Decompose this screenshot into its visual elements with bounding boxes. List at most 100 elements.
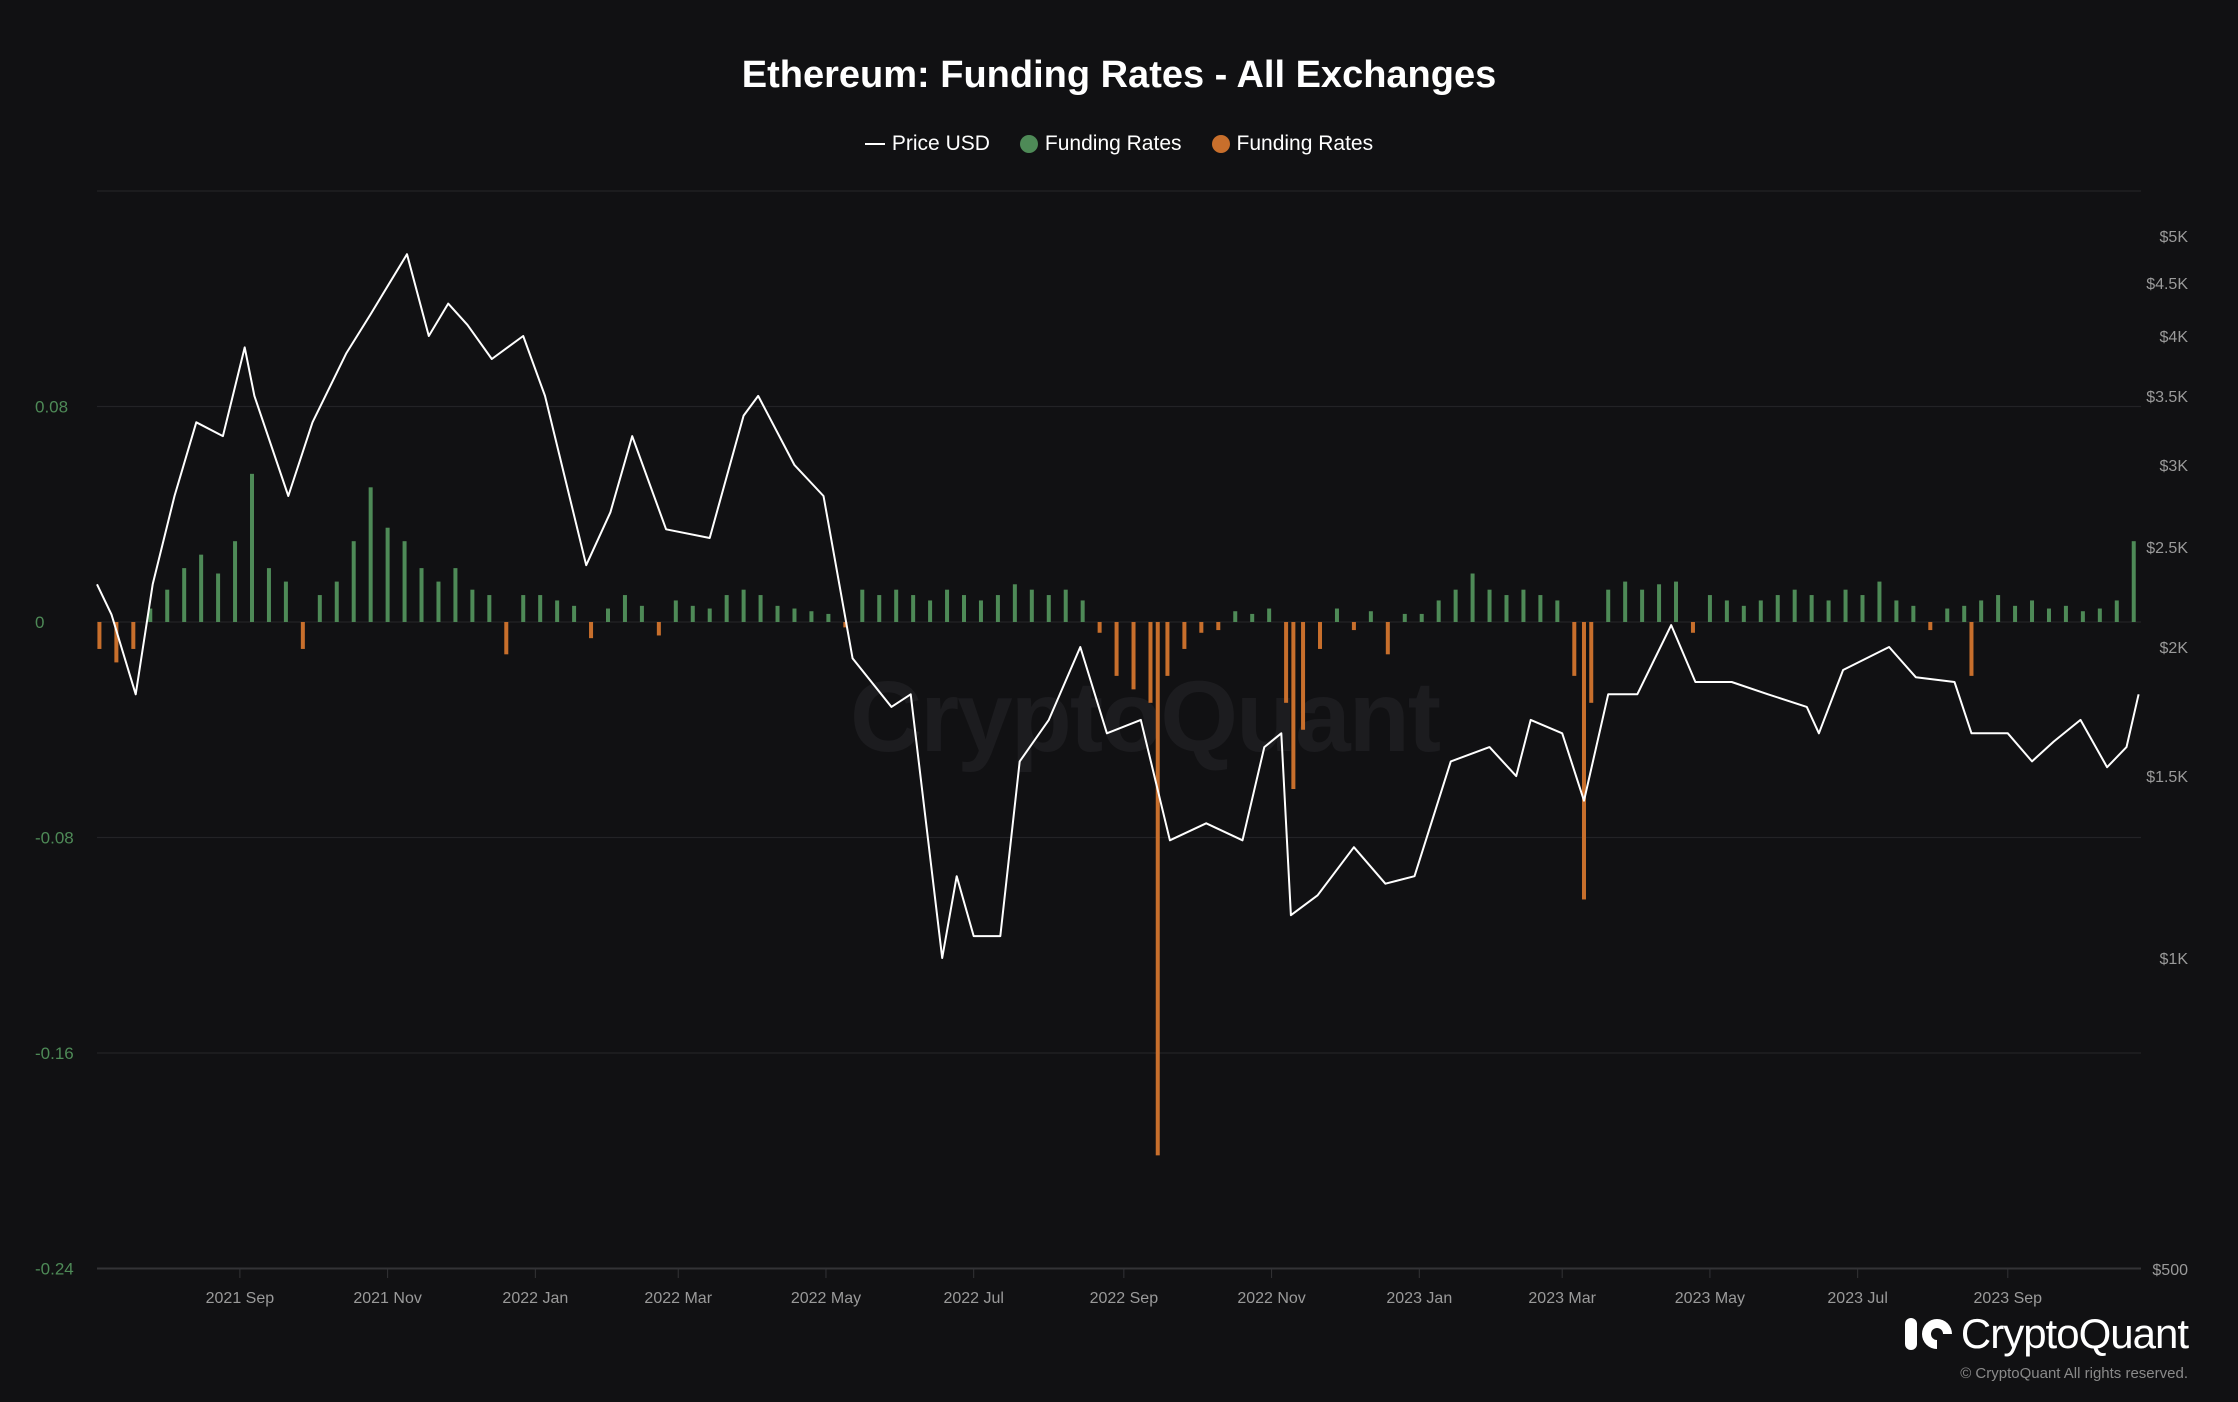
- funding-bar-negative: [131, 622, 136, 649]
- funding-bar-positive: [165, 589, 170, 622]
- funding-bar-positive: [1758, 600, 1763, 622]
- funding-bar-positive: [1267, 608, 1272, 622]
- funding-bar-positive: [2114, 600, 2119, 622]
- funding-bar-positive: [1334, 608, 1339, 622]
- funding-bar-positive: [233, 541, 238, 622]
- funding-bar-positive: [724, 595, 729, 622]
- funding-bar-positive: [1419, 613, 1424, 622]
- left-tick-label: 0: [35, 613, 44, 632]
- funding-bar-positive: [572, 605, 577, 622]
- funding-bar-positive: [2030, 600, 2035, 622]
- funding-bar-positive: [1368, 611, 1373, 622]
- funding-bar-negative: [1114, 622, 1119, 676]
- right-tick-label: $4K: [2160, 329, 2189, 346]
- funding-bar-positive: [1657, 584, 1662, 622]
- legend-item-funding-negative[interactable]: Funding Rates: [1211, 132, 1374, 156]
- logo-text: CryptoQuant: [1960, 1310, 2189, 1357]
- right-tick-label: $2.5K: [2146, 540, 2188, 557]
- funding-bar-positive: [1894, 600, 1899, 622]
- funding-bar-positive: [1724, 600, 1729, 622]
- funding-bar-positive: [385, 527, 390, 622]
- funding-bar-positive: [2131, 541, 2136, 622]
- funding-bar-positive: [1640, 589, 1645, 622]
- funding-bar-positive: [2013, 605, 2018, 622]
- funding-bar-positive: [199, 554, 204, 622]
- funding-bar-negative: [1351, 622, 1356, 631]
- funding-bar-positive: [2046, 608, 2051, 622]
- funding-bar-negative: [1928, 622, 1933, 631]
- funding-bar-negative: [1216, 622, 1221, 631]
- funding-bar-positive: [1487, 589, 1492, 622]
- funding-bar-positive: [1046, 595, 1051, 622]
- funding-bar-negative: [114, 622, 119, 663]
- x-tick-label: 2022 Nov: [1237, 1290, 1306, 1307]
- funding-bar-positive: [1029, 589, 1034, 622]
- orange-dot-icon: [1211, 135, 1230, 153]
- funding-bar-positive: [1538, 595, 1543, 622]
- line-marker-icon: [864, 143, 885, 145]
- funding-bar-positive: [1843, 589, 1848, 622]
- funding-bar-positive: [368, 487, 373, 622]
- funding-bar-positive: [1521, 589, 1526, 622]
- legend-item-funding-positive[interactable]: Funding Rates: [1019, 132, 1182, 156]
- funding-bar-negative: [504, 622, 509, 655]
- funding-bar-positive: [2080, 611, 2085, 622]
- x-tick-label: 2022 Sep: [1090, 1290, 1159, 1307]
- funding-bar-positive: [622, 595, 627, 622]
- right-tick-label: $2K: [2160, 640, 2189, 657]
- right-tick-label: $5K: [2160, 229, 2189, 246]
- funding-bar-negative: [1385, 622, 1390, 655]
- logo-icon: [1904, 1318, 1953, 1352]
- funding-bar-positive: [775, 605, 780, 622]
- x-tick-label: 2022 May: [791, 1290, 861, 1307]
- funding-bar-positive: [1555, 600, 1560, 622]
- legend-label: Funding Rates: [1236, 132, 1374, 155]
- funding-bar-positive: [317, 595, 322, 622]
- funding-bar-positive: [1250, 613, 1255, 622]
- x-tick-label: 2022 Jul: [943, 1290, 1004, 1307]
- copyright: © CryptoQuant All rights reserved.: [1960, 1365, 2188, 1382]
- funding-bar-positive: [2097, 608, 2102, 622]
- funding-bar-positive: [334, 581, 339, 622]
- green-dot-icon: [1019, 135, 1038, 153]
- x-tick-label: 2023 May: [1675, 1290, 1745, 1307]
- funding-bar-positive: [1606, 589, 1611, 622]
- funding-bar-negative: [1097, 622, 1102, 633]
- funding-bar-positive: [1792, 589, 1797, 622]
- funding-bar-positive: [538, 595, 543, 622]
- x-tick-label: 2023 Jan: [1386, 1290, 1452, 1307]
- legend-item-price[interactable]: Price USD: [864, 132, 990, 156]
- funding-bar-positive: [1911, 605, 1916, 622]
- x-tick-label: 2021 Sep: [206, 1290, 275, 1307]
- funding-bar-positive: [1707, 595, 1712, 622]
- funding-bar-negative: [1148, 622, 1153, 703]
- funding-bar-negative: [1589, 622, 1594, 703]
- right-tick-label: $4.5K: [2146, 276, 2188, 293]
- legend-label: Price USD: [891, 132, 990, 155]
- funding-bar-positive: [351, 541, 356, 622]
- right-tick-label: $1.5K: [2146, 769, 2188, 786]
- funding-bar-negative: [1284, 622, 1289, 703]
- funding-bar-negative: [1969, 622, 1974, 676]
- funding-bar-positive: [860, 589, 865, 622]
- funding-bar-positive: [555, 600, 560, 622]
- funding-bar-positive: [1063, 589, 1068, 622]
- funding-bar-negative: [1165, 622, 1170, 676]
- left-tick-label: -0.16: [35, 1044, 74, 1063]
- funding-bar-positive: [1996, 595, 2001, 622]
- funding-bar-positive: [1436, 600, 1441, 622]
- funding-bar-positive: [1674, 581, 1679, 622]
- funding-bar-positive: [1623, 581, 1628, 622]
- funding-bar-positive: [995, 595, 1000, 622]
- left-tick-label: -0.08: [35, 829, 74, 848]
- funding-bar-positive: [1860, 595, 1865, 622]
- funding-bar-positive: [283, 581, 288, 622]
- funding-bar-positive: [945, 589, 950, 622]
- funding-bar-negative: [1291, 622, 1296, 790]
- funding-bar-negative: [1182, 622, 1187, 649]
- funding-bar-positive: [216, 573, 221, 622]
- funding-bar-positive: [249, 473, 254, 622]
- funding-bar-negative: [1572, 622, 1577, 676]
- right-tick-label: $1K: [2160, 951, 2189, 968]
- funding-bar-positive: [148, 608, 153, 622]
